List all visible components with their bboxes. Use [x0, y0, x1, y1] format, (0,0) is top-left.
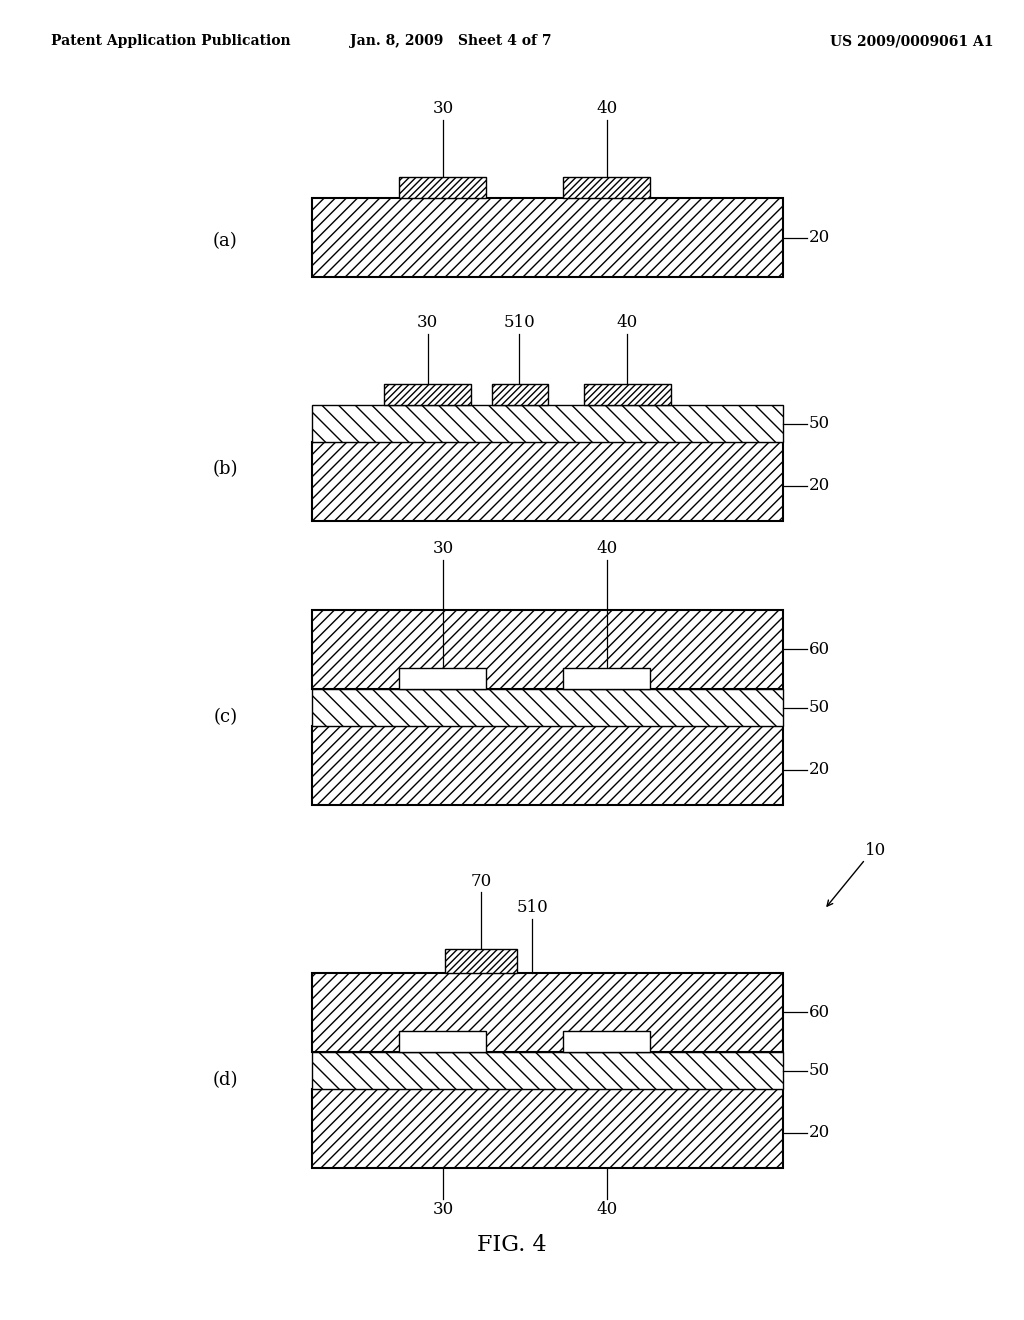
Text: 510: 510: [504, 314, 536, 331]
Text: 50: 50: [809, 416, 830, 432]
Text: 30: 30: [432, 540, 454, 557]
Text: 60: 60: [809, 642, 830, 657]
Bar: [399, 668, 486, 689]
Text: 20: 20: [809, 230, 830, 246]
Bar: [492, 384, 548, 405]
Text: 40: 40: [596, 100, 617, 117]
Bar: [399, 177, 486, 198]
Bar: [312, 405, 783, 442]
Bar: [312, 726, 783, 805]
Bar: [312, 610, 783, 689]
Text: (d): (d): [213, 1072, 238, 1089]
Bar: [563, 177, 650, 198]
Text: 70: 70: [471, 873, 492, 890]
Bar: [312, 689, 783, 726]
Text: (a): (a): [213, 232, 238, 251]
Bar: [312, 1052, 783, 1089]
Text: 50: 50: [809, 1063, 830, 1078]
Text: 40: 40: [596, 1201, 617, 1218]
Text: 60: 60: [809, 1005, 830, 1020]
Text: Patent Application Publication: Patent Application Publication: [51, 34, 291, 49]
Text: 30: 30: [432, 100, 454, 117]
Bar: [563, 668, 650, 689]
Text: 510: 510: [516, 899, 549, 916]
Text: Jan. 8, 2009   Sheet 4 of 7: Jan. 8, 2009 Sheet 4 of 7: [350, 34, 551, 49]
Text: 10: 10: [865, 842, 887, 858]
Bar: [312, 198, 783, 277]
Text: 30: 30: [417, 314, 438, 331]
Text: (b): (b): [213, 461, 238, 478]
Bar: [312, 442, 783, 521]
Text: FIG. 4: FIG. 4: [477, 1234, 547, 1255]
Bar: [563, 1031, 650, 1052]
Bar: [399, 1031, 486, 1052]
Text: 40: 40: [596, 540, 617, 557]
Bar: [312, 973, 783, 1052]
Bar: [384, 384, 471, 405]
Bar: [584, 384, 671, 405]
Bar: [312, 1089, 783, 1168]
Bar: [445, 949, 517, 973]
Text: (c): (c): [213, 709, 238, 726]
Text: 20: 20: [809, 478, 830, 494]
Text: 20: 20: [809, 1125, 830, 1140]
Text: 30: 30: [432, 1201, 454, 1218]
Text: 40: 40: [616, 314, 638, 331]
Text: 20: 20: [809, 762, 830, 777]
Text: 50: 50: [809, 700, 830, 715]
Text: US 2009/0009061 A1: US 2009/0009061 A1: [829, 34, 993, 49]
